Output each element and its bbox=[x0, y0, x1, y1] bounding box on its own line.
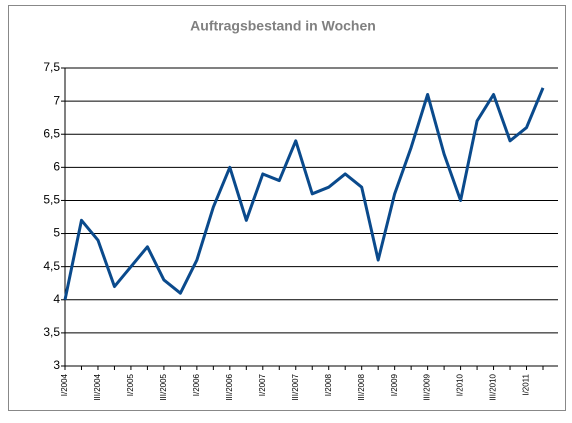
y-tick-label: 5 bbox=[53, 226, 60, 240]
chart-border bbox=[8, 5, 566, 411]
x-tick-label: III/2009 bbox=[423, 373, 432, 400]
y-tick-label: 6 bbox=[53, 160, 60, 174]
x-tick-label: III/2006 bbox=[225, 373, 234, 400]
x-tick-label: III/2010 bbox=[489, 373, 498, 400]
x-tick-label: I/2005 bbox=[126, 373, 135, 396]
x-tick-label: III/2008 bbox=[357, 373, 366, 400]
x-tick-label: III/2005 bbox=[159, 373, 168, 400]
y-tick-label: 4,5 bbox=[43, 259, 60, 273]
y-tick-label: 7 bbox=[53, 93, 60, 107]
x-tick-label: I/2008 bbox=[324, 373, 333, 396]
x-tick-label: I/2007 bbox=[258, 373, 267, 396]
x-tick-label: I/2011 bbox=[522, 373, 531, 395]
x-tick-label: I/2009 bbox=[390, 373, 399, 396]
x-tick-label: III/2007 bbox=[291, 373, 300, 400]
chart-title: Auftragsbestand in Wochen bbox=[190, 18, 376, 34]
x-tick-label: I/2006 bbox=[192, 373, 201, 396]
x-tick-label: III/2004 bbox=[93, 373, 102, 400]
y-tick-label: 7,5 bbox=[43, 60, 60, 74]
y-tick-label: 3 bbox=[53, 358, 60, 372]
y-tick-label: 4 bbox=[53, 292, 60, 306]
line-series bbox=[63, 87, 545, 301]
x-tick-label: I/2010 bbox=[456, 373, 465, 396]
y-tick-label: 6,5 bbox=[43, 126, 60, 140]
y-tick-label: 5,5 bbox=[43, 193, 60, 207]
x-tick-label: I/2004 bbox=[60, 373, 69, 396]
y-tick-label: 3,5 bbox=[43, 325, 60, 339]
